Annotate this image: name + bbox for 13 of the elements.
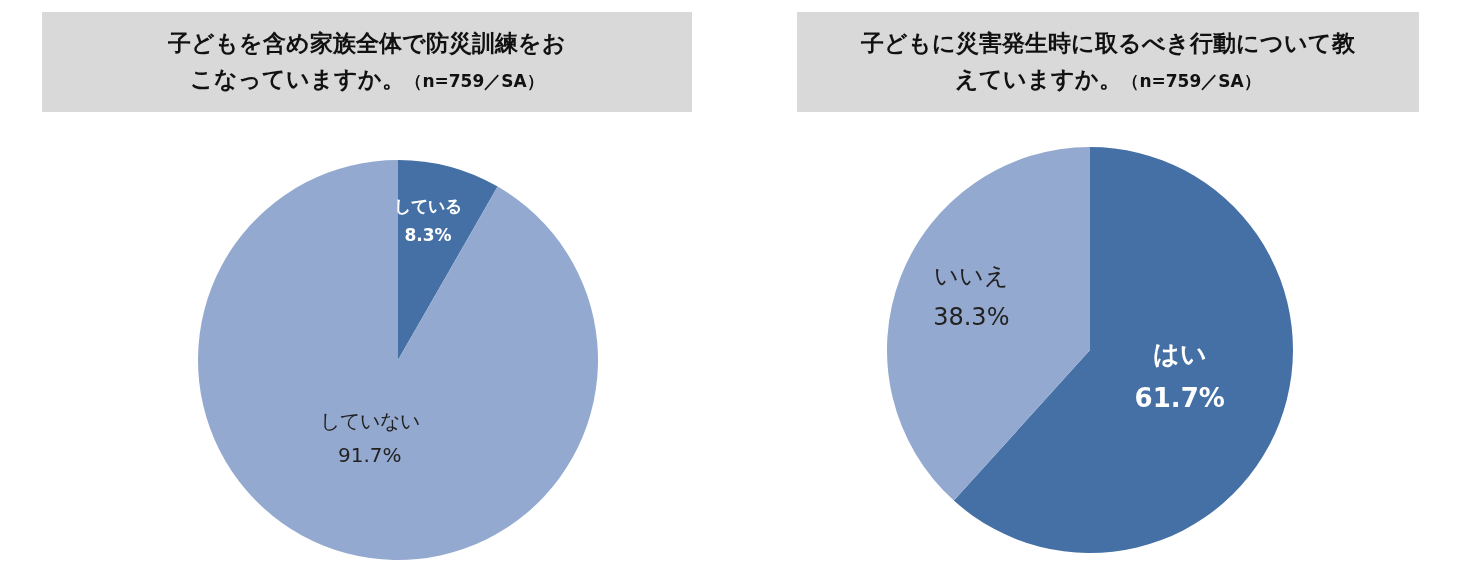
pie-slice <box>198 160 598 560</box>
pie-slice <box>398 160 498 360</box>
data-label: 61.7% <box>1134 383 1225 414</box>
chart-subtitle: （n=759／SA） <box>405 71 544 91</box>
data-label: 38.3% <box>933 303 1010 332</box>
slice-label: している <box>394 195 463 216</box>
data-label: 91.7% <box>338 442 402 467</box>
slice-label: いいえ <box>933 262 1009 291</box>
pie-slice <box>887 147 1090 501</box>
slice-label: はい <box>1152 339 1207 370</box>
data-label: 8.3% <box>404 224 452 245</box>
chart-subtitle: （n=759／SA） <box>1122 71 1261 91</box>
slice-label: していない <box>319 408 420 433</box>
